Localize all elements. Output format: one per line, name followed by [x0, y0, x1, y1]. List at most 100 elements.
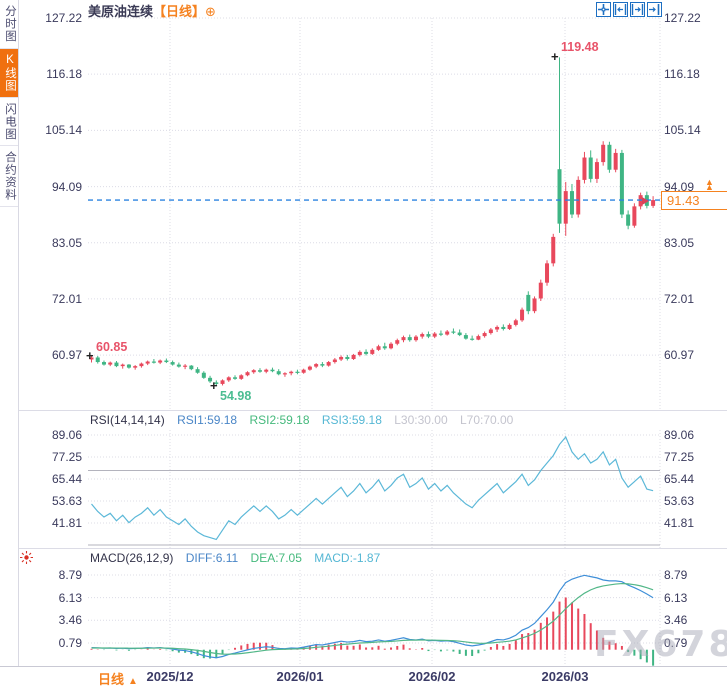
candle-body: [626, 214, 631, 226]
macd-diff-line: [91, 574, 654, 659]
candle-body: [201, 372, 206, 378]
macd-hist-value: MACD:-1.87: [314, 551, 381, 565]
candle-body: [501, 326, 506, 329]
annotation-low: 54.98: [220, 389, 252, 403]
macd-header: MACD(26,12,9) DIFF:6.11 DEA:7.05 MACD:-1…: [90, 551, 389, 565]
candle-body: [307, 366, 312, 370]
indicator-settings-sun-icon[interactable]: [19, 550, 34, 568]
candle-body: [613, 152, 618, 170]
macd-dea-value: DEA:7.05: [250, 551, 302, 565]
candle-body: [651, 200, 656, 206]
candle-body: [301, 369, 306, 373]
period-dropdown-arrow-icon: ▲: [128, 676, 138, 686]
rsi-header: RSI(14,14,14) RSI1:59.18 RSI2:59.18 RSI3…: [90, 413, 522, 427]
sidebar-item-contract-info[interactable]: 合约资料: [0, 146, 18, 207]
candle-body: [89, 357, 94, 360]
chart-header: 美原油连续【日线】⊕: [88, 1, 216, 19]
candle-body: [208, 377, 213, 382]
candle-body: [295, 371, 300, 373]
candle-body: [270, 369, 275, 372]
add-indicator-icon[interactable]: ⊕: [205, 4, 216, 19]
candle-body: [245, 372, 250, 376]
candle-body: [432, 333, 437, 337]
sidebar-item-label: 闪电图: [4, 102, 16, 141]
candle-body: [176, 364, 181, 367]
candle-body: [376, 346, 381, 350]
candle-body: [526, 294, 531, 312]
candle-body: [426, 334, 431, 337]
candle-body: [438, 333, 443, 335]
period-tag[interactable]: 【日线】: [153, 4, 206, 19]
sidebar-item-kline[interactable]: K线图: [0, 48, 18, 98]
candle-body: [320, 364, 325, 366]
candle-body: [289, 371, 294, 374]
period-selector[interactable]: 日线 ▲: [98, 669, 138, 686]
price-up-arrows-icon: ▲ ▲: [705, 177, 714, 192]
candle-body: [551, 236, 556, 264]
sidebar-item-label: 合约资料: [4, 151, 16, 201]
candle-body: [251, 370, 256, 373]
rsi-line: [91, 435, 654, 541]
x-axis-label: 2026/01: [276, 669, 324, 684]
candle-body: [139, 363, 144, 367]
candle-body: [126, 364, 131, 368]
candle-body: [619, 152, 624, 215]
candle-body: [395, 340, 400, 344]
candle-body: [545, 263, 550, 283]
crosshair-icon: [598, 4, 609, 15]
low-marker-icon: +: [210, 378, 218, 393]
go-to-latest-icon: [649, 4, 660, 15]
rsi-name: RSI(14,14,14): [90, 413, 165, 427]
candle-body: [513, 320, 518, 325]
candle-body: [214, 382, 219, 384]
candle-body: [264, 369, 269, 372]
candle-body: [257, 370, 262, 372]
sidebar-item-label: K线图: [4, 53, 16, 92]
compress-x-button[interactable]: [613, 2, 628, 17]
sidebar-item-timeshare[interactable]: 分时图: [0, 0, 18, 49]
bottom-bar: [0, 666, 727, 686]
rsi3-value: RSI3:59.18: [321, 413, 382, 427]
candle-body: [601, 144, 606, 163]
candle-body: [95, 357, 100, 363]
x-axis-label: 2026/03: [541, 669, 589, 684]
candle-body: [220, 380, 225, 384]
expand-x-icon: [631, 4, 644, 15]
candle-body: [101, 362, 106, 365]
candle-body: [569, 191, 574, 215]
candle-body: [145, 361, 150, 364]
candle-body: [532, 298, 537, 312]
crosshair-tool-button[interactable]: [596, 2, 611, 17]
symbol-name: 美原油连续: [88, 4, 154, 19]
candle-body: [582, 157, 587, 180]
candle-body: [357, 351, 362, 355]
candle-body: [332, 359, 337, 363]
sidebar: 分时图 K线图 闪电图 合约资料: [0, 0, 19, 666]
candle-body: [520, 309, 525, 321]
candle-body: [607, 144, 612, 170]
last-price-arrow-icon: [642, 197, 649, 205]
candle-body: [114, 362, 119, 367]
candle-body: [364, 351, 369, 354]
sidebar-item-flash[interactable]: 闪电图: [0, 98, 18, 146]
annotation-start: 60.85: [96, 340, 128, 354]
candle-body: [133, 366, 138, 368]
candle-body: [239, 375, 244, 379]
annotation-high: 119.48: [561, 40, 599, 54]
candle-body: [226, 377, 231, 381]
rsi1-value: RSI1:59.18: [177, 413, 238, 427]
candle-body: [576, 179, 581, 215]
rsi-l30-value: L30:30.00: [394, 413, 448, 427]
macd-name: MACD(26,12,9): [90, 551, 174, 565]
candle-body: [445, 331, 450, 335]
go-to-latest-button[interactable]: [647, 2, 662, 17]
candle-body: [594, 162, 599, 179]
period-label: 日线: [98, 672, 125, 686]
expand-x-button[interactable]: [630, 2, 645, 17]
candle-body: [233, 377, 238, 379]
candle-body: [389, 343, 394, 349]
candle-body: [451, 331, 456, 333]
candle-body: [183, 365, 188, 367]
candle-body: [282, 373, 287, 375]
